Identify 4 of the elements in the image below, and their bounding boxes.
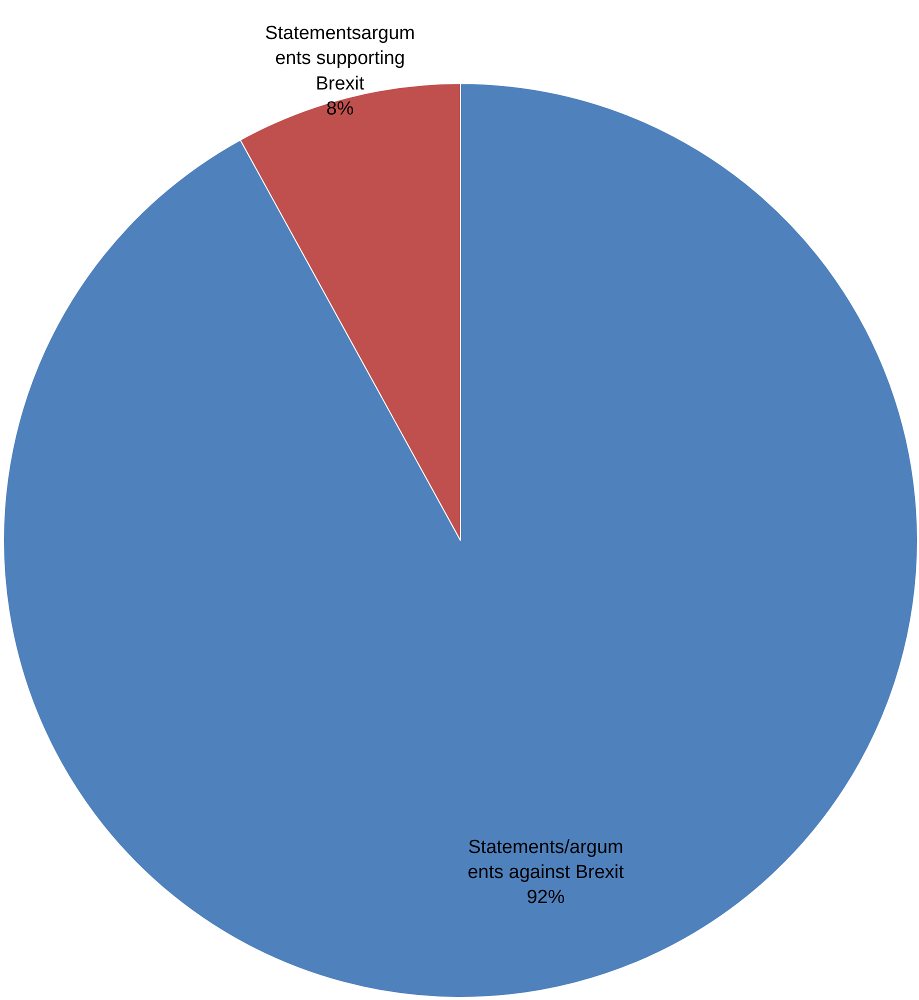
- slice-label: Statements/argum ents against Brexit: [468, 836, 625, 883]
- data-label: 92%: [526, 887, 565, 908]
- data-label: 8%: [326, 98, 354, 120]
- slice-label: Statementsargum ents supporting Brexit: [265, 23, 416, 94]
